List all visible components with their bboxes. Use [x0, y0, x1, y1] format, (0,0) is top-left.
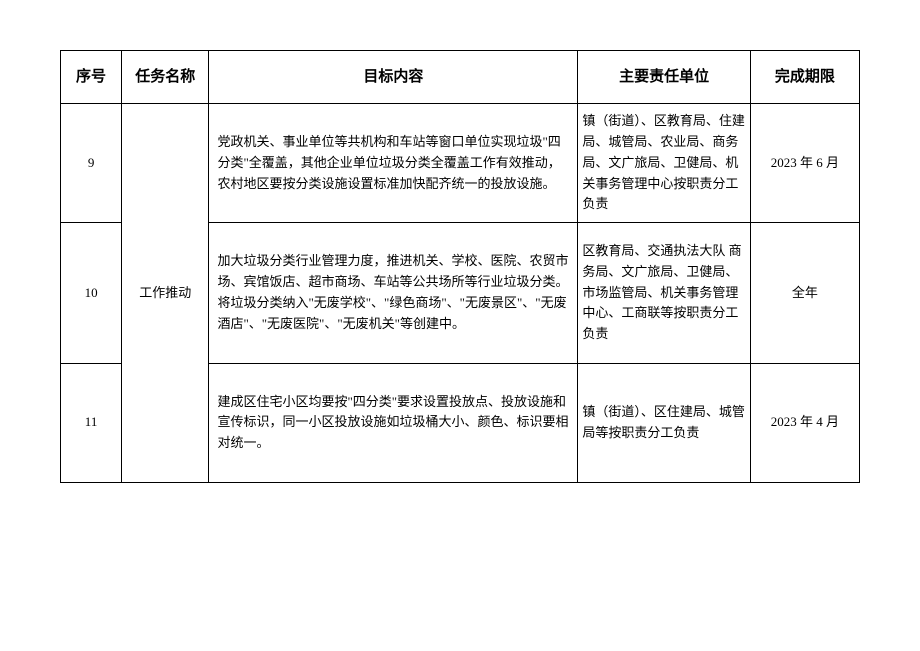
cell-task-name: 工作推动 [122, 104, 209, 483]
cell-responsibility: 区教育局、交通执法大队 商务局、文广旅局、卫健局、市场监管局、机关事务管理中心、… [578, 223, 750, 363]
cell-seq: 10 [61, 223, 122, 363]
header-responsibility: 主要责任单位 [578, 51, 750, 104]
table-row: 9 工作推动 党政机关、事业单位等共机构和车站等窗口单位实现垃圾"四分类"全覆盖… [61, 104, 860, 223]
cell-seq: 11 [61, 363, 122, 482]
task-table: 序号 任务名称 目标内容 主要责任单位 完成期限 9 工作推动 党政机关、事业单… [60, 50, 860, 483]
cell-deadline: 2023 年 6 月 [750, 104, 859, 223]
cell-responsibility: 镇（街道）、区住建局、城管局等按职责分工负责 [578, 363, 750, 482]
header-task: 任务名称 [122, 51, 209, 104]
cell-seq: 9 [61, 104, 122, 223]
cell-responsibility: 镇（街道）、区教育局、住建局、城管局、农业局、商务局、文广旅局、卫健局、机关事务… [578, 104, 750, 223]
cell-target: 党政机关、事业单位等共机构和车站等窗口单位实现垃圾"四分类"全覆盖，其他企业单位… [209, 104, 578, 223]
header-target: 目标内容 [209, 51, 578, 104]
cell-target: 加大垃圾分类行业管理力度，推进机关、学校、医院、农贸市场、宾馆饭店、超市商场、车… [209, 223, 578, 363]
header-row: 序号 任务名称 目标内容 主要责任单位 完成期限 [61, 51, 860, 104]
cell-target: 建成区住宅小区均要按"四分类"要求设置投放点、投放设施和宣传标识，同一小区投放设… [209, 363, 578, 482]
cell-deadline: 2023 年 4 月 [750, 363, 859, 482]
cell-deadline: 全年 [750, 223, 859, 363]
header-deadline: 完成期限 [750, 51, 859, 104]
header-seq: 序号 [61, 51, 122, 104]
